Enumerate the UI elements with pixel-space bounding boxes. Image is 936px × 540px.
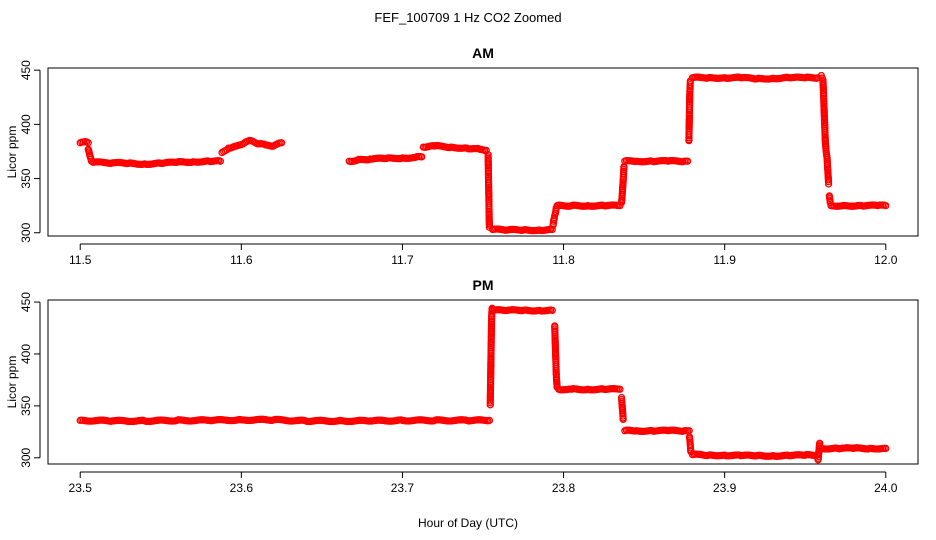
panel-title: AM (472, 45, 494, 61)
data-point (685, 114, 694, 122)
y-tick-label: 300 (19, 222, 33, 242)
y-tick-label: 400 (19, 344, 33, 364)
x-tick-label: 11.6 (230, 253, 253, 267)
data-point (216, 157, 225, 165)
data-point (882, 202, 890, 210)
y-tick-label: 400 (19, 114, 33, 134)
y-axis-label: Licor ppm (5, 126, 19, 179)
y-tick-label: 350 (19, 396, 33, 416)
y-tick-label: 450 (19, 60, 33, 80)
data-point (418, 153, 426, 161)
x-tick-label: 11.9 (713, 253, 736, 267)
x-axis-label: Hour of Day (UTC) (418, 516, 518, 530)
data-point (482, 146, 490, 155)
panel-pm: PM Licor ppm 23.5 23.6 23.7 23.8 23.9 24.0 300 35… (5, 277, 919, 495)
data-point (824, 178, 833, 186)
y-axis-label: Licor ppm (5, 356, 19, 409)
plot-frame (47, 299, 919, 465)
plot-frame (47, 67, 919, 237)
data-point (824, 180, 833, 188)
panel-am: AM Licor ppm 11.5 11.6 11.7 11.8 11.9 12.0 300 35… (5, 45, 919, 267)
data-point (485, 416, 494, 425)
y-tick-label: 300 (19, 447, 33, 467)
x-tick-label: 11.8 (552, 253, 575, 267)
series-co2-points (76, 304, 890, 464)
data-point (484, 151, 492, 159)
x-tick-label: 23.9 (713, 481, 737, 495)
x-tick-label: 11.7 (391, 253, 414, 267)
data-point (616, 385, 624, 393)
x-tick-label: 11.5 (69, 253, 92, 267)
x-tick-label: 23.5 (69, 481, 93, 495)
data-point (683, 157, 692, 165)
x-tick-label: 23.8 (552, 481, 576, 495)
data-point (619, 415, 627, 424)
data-point (550, 214, 558, 222)
data-point (882, 444, 890, 453)
data-point (277, 139, 286, 147)
x-tick-label: 23.7 (391, 481, 415, 495)
series-co2-points (76, 71, 890, 235)
x-tick-label: 12.0 (874, 253, 898, 267)
y-tick-label: 450 (19, 292, 33, 312)
panel-title: PM (473, 277, 494, 293)
x-tick-label: 23.6 (230, 481, 254, 495)
data-point (548, 306, 556, 315)
y-tick-label: 350 (19, 168, 33, 188)
figure-title: FEF_100709 1 Hz CO2 Zoomed (374, 10, 561, 25)
x-tick-label: 24.0 (874, 481, 898, 495)
